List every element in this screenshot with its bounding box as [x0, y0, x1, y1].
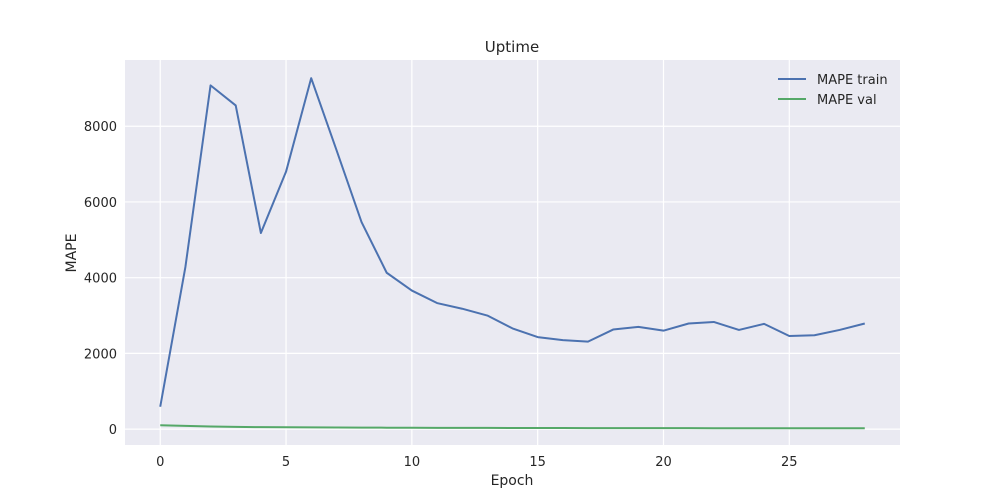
legend-label-val: MAPE val [817, 93, 877, 108]
y-tick-label: 0 [109, 423, 117, 438]
x-tick-label: 5 [282, 455, 290, 470]
x-tick-label: 0 [156, 455, 164, 470]
grid [125, 60, 900, 445]
y-axis-label: MAPE [64, 234, 80, 273]
y-tick-labels: 0 2000 4000 6000 8000 [84, 120, 117, 438]
y-tick-label: 4000 [84, 272, 117, 287]
x-axis-label: Epoch [491, 473, 534, 489]
series-line-mape-train [159, 77, 866, 407]
x-tick-label: 15 [529, 455, 546, 470]
series-line-mape-val [160, 424, 865, 430]
series-layer [159, 77, 866, 430]
x-tick-label: 20 [655, 455, 672, 470]
x-tick-label: 10 [404, 455, 421, 470]
plot-area [125, 60, 900, 445]
x-tick-label: 25 [781, 455, 798, 470]
chart-title: Uptime [485, 38, 539, 56]
legend-label-train: MAPE train [817, 73, 888, 88]
y-tick-label: 6000 [84, 196, 117, 211]
y-tick-label: 2000 [84, 347, 117, 362]
legend: MAPE train MAPE val [778, 73, 888, 108]
x-tick-labels: 0 5 10 15 20 25 [156, 455, 797, 470]
y-tick-label: 8000 [84, 120, 117, 135]
